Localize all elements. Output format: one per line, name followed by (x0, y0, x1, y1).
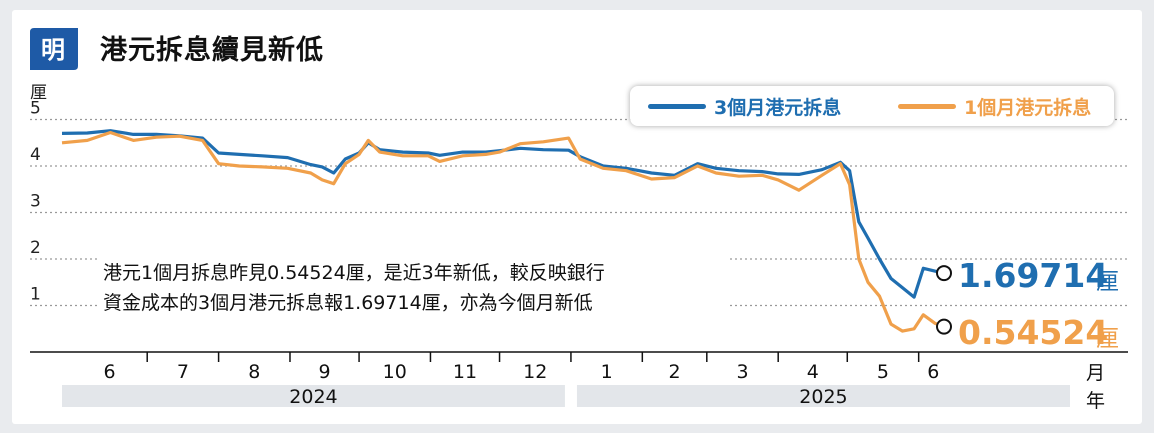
annotation-line-2: 資金成本的3個月港元拆息報1.69714厘，亦為今個月新低 (103, 292, 593, 314)
chart-panel (12, 10, 1142, 424)
series-lines (61, 129, 945, 333)
chart-title: 港元拆息續見新低 (100, 35, 324, 66)
end-value-3m: 1.69714 (958, 256, 1109, 295)
y-tick-2: 2 (30, 238, 41, 258)
x-tick-label: 1 (601, 361, 613, 383)
newspaper-logo: 明 (30, 28, 78, 70)
y-axis-label: 厘 (30, 83, 47, 103)
end-unit-3m: 厘 (1096, 269, 1119, 295)
y-tick-1: 1 (30, 285, 41, 305)
x-tick-label: 6 (927, 361, 939, 383)
end-markers (936, 265, 952, 335)
x-tick-label: 12 (523, 361, 547, 383)
x-tick-label: 5 (877, 361, 889, 383)
year-bands: 2024 2025 (62, 385, 1070, 408)
x-tick-label: 10 (383, 361, 407, 383)
legend-label-3m: 3個月港元拆息 (714, 96, 842, 119)
y-tick-3: 3 (30, 192, 41, 212)
y-tick-4: 4 (30, 145, 41, 165)
year-label-1: 2025 (799, 386, 847, 408)
year-band-0 (62, 385, 565, 407)
x-tick-label: 2 (669, 361, 681, 383)
legend-swatch-1m (898, 103, 956, 109)
series-line-1m (61, 130, 945, 333)
y-tick-5: 5 (30, 99, 41, 119)
x-tick-label: 6 (104, 361, 116, 383)
x-axis: 6 7 8 9 10 11 12 1 2 3 4 5 6 (30, 351, 1128, 383)
x-axis-year-word: 年 (1086, 390, 1106, 412)
year-band-1 (576, 385, 1070, 407)
x-tick-label: 8 (248, 361, 260, 383)
end-unit-1m: 厘 (1096, 326, 1119, 352)
legend-swatch-3m (648, 103, 706, 109)
end-value-1m: 0.54524 (958, 313, 1109, 352)
x-tick-label: 9 (318, 361, 330, 383)
legend: 3個月港元拆息 1個月港元拆息 (630, 86, 1114, 126)
end-marker-3m (936, 265, 952, 282)
logo-text: 明 (41, 36, 65, 64)
x-tick-label: 3 (736, 361, 748, 383)
x-tick-label: 4 (807, 361, 819, 383)
year-label-0: 2024 (289, 386, 337, 408)
x-tick-label: 7 (177, 361, 189, 383)
annotation-line-1: 港元1個月拆息昨見0.54524厘，是近3年新低，較反映銀行 (103, 262, 605, 284)
y-axis-ticks: 1 2 3 4 5 (30, 99, 41, 305)
legend-item-1m: 1個月港元拆息 (898, 86, 1091, 126)
legend-label-1m: 1個月港元拆息 (964, 96, 1092, 119)
annotation-box: 港元1個月拆息昨見0.54524厘，是近3年新低，較反映銀行 資金成本的3個月港… (97, 256, 729, 320)
x-axis-month-word: 月 (1086, 362, 1106, 384)
series-line-3m (61, 129, 945, 299)
legend-item-3m: 3個月港元拆息 (648, 86, 841, 126)
x-tick-label: 11 (453, 361, 477, 383)
end-marker-1m (936, 318, 952, 335)
